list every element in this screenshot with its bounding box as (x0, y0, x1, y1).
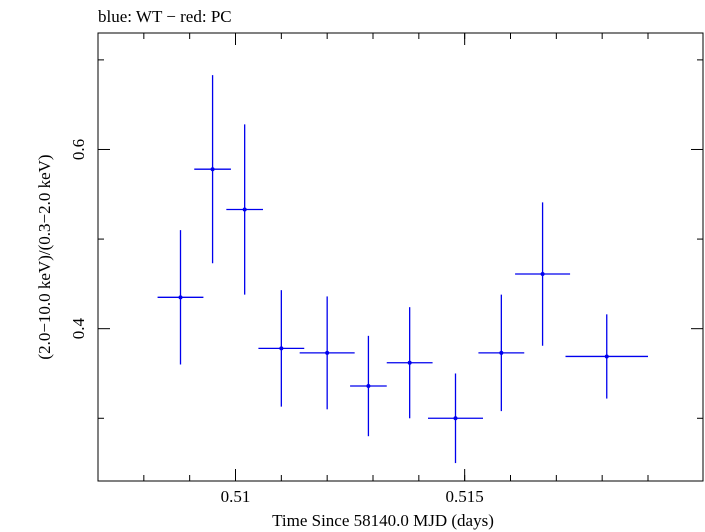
x-axis-ticks: 0.51 0.515 (143, 33, 649, 506)
y-tick-label: 0.6 (69, 139, 88, 160)
data-point (515, 202, 571, 346)
point-marker (499, 350, 504, 355)
y-axis-label: (2.0−10.0 keV)/(0.3−2.0 keV) (35, 154, 54, 359)
data-point (565, 314, 648, 399)
x-tick-label: 0.515 (446, 487, 484, 506)
point-marker (210, 167, 215, 172)
point-marker (407, 360, 412, 365)
point-marker (178, 295, 183, 300)
y-axis-ticks: 0.4 0.6 (69, 59, 703, 419)
data-point (386, 307, 433, 419)
point-marker (540, 272, 545, 277)
y-tick-label: 0.4 (69, 318, 88, 340)
data-point (157, 230, 204, 365)
point-marker (453, 416, 458, 421)
data-point (226, 124, 263, 295)
point-marker (366, 384, 371, 389)
data-point (194, 75, 231, 264)
data-point (478, 294, 525, 412)
data-point (258, 290, 305, 407)
x-axis-label: Time Since 58140.0 MJD (days) (272, 511, 494, 530)
point-marker (279, 346, 284, 351)
data-point (350, 335, 387, 437)
data-series (157, 75, 648, 464)
point-marker (242, 207, 247, 212)
chart-title: blue: WT − red: PC (98, 7, 232, 26)
point-marker (325, 350, 330, 355)
data-point (428, 373, 483, 464)
point-marker (604, 354, 609, 359)
plot-frame (97, 32, 704, 482)
x-tick-label: 0.51 (221, 487, 251, 506)
data-point (299, 296, 355, 410)
